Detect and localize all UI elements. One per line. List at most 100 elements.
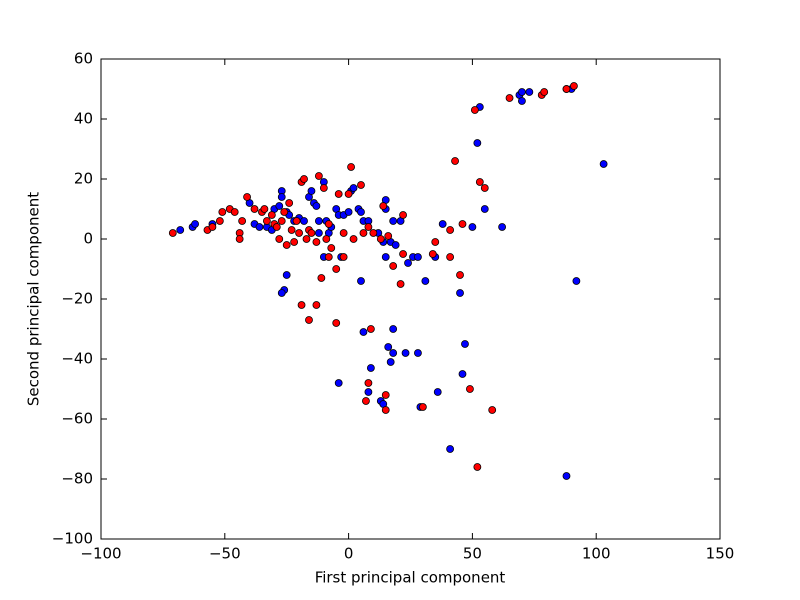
y-tick-label: 60 (74, 50, 93, 68)
x-axis-label: First principal component (315, 569, 506, 587)
point (473, 139, 482, 147)
point (414, 253, 422, 261)
point (468, 223, 477, 231)
point (357, 181, 365, 189)
point (238, 217, 247, 225)
point (498, 223, 507, 231)
point (381, 391, 390, 399)
point (275, 202, 284, 210)
point (418, 403, 427, 411)
point (324, 253, 333, 261)
point (277, 289, 286, 297)
point (334, 379, 343, 387)
point (480, 205, 489, 213)
x-tick-label: 100 (582, 545, 611, 563)
y-tick-label: −60 (61, 410, 93, 428)
x-tick-label: −100 (80, 545, 121, 563)
point (446, 445, 455, 453)
point (438, 220, 447, 228)
point (480, 184, 489, 192)
point (399, 211, 407, 219)
x-tick-label: 150 (706, 545, 735, 563)
point (347, 163, 355, 171)
point (218, 208, 227, 216)
point (282, 271, 291, 279)
point (366, 325, 375, 333)
point (344, 190, 353, 198)
point (488, 406, 497, 414)
y-tick-label: −40 (61, 350, 93, 368)
point (324, 220, 333, 228)
point (250, 205, 259, 213)
point (562, 472, 571, 480)
point (208, 223, 217, 231)
point (404, 259, 412, 267)
point (384, 343, 393, 351)
point (473, 463, 482, 471)
point (307, 187, 316, 195)
point (168, 229, 177, 237)
point (458, 370, 467, 378)
point (300, 217, 308, 225)
point (255, 223, 264, 231)
x-tick-label: 50 (463, 545, 482, 563)
point (317, 274, 326, 282)
y-tick-label: 40 (74, 110, 93, 128)
point (235, 235, 244, 243)
point (344, 208, 353, 216)
point (366, 364, 375, 372)
point (275, 235, 284, 243)
point (381, 253, 390, 261)
point (359, 328, 368, 336)
point (364, 388, 373, 396)
point (421, 277, 430, 285)
y-tick-label: −80 (61, 470, 93, 488)
point (466, 385, 474, 393)
point (458, 220, 467, 228)
point (446, 226, 455, 234)
point (364, 379, 373, 387)
y-tick-label: −100 (52, 530, 93, 548)
point (349, 184, 358, 192)
point (339, 229, 348, 237)
point (518, 97, 526, 105)
point (384, 232, 393, 240)
y-tick-label: 20 (74, 170, 93, 188)
point (451, 157, 459, 165)
point (176, 226, 185, 234)
point (433, 388, 442, 396)
point (305, 316, 313, 324)
point (312, 202, 321, 210)
point (456, 289, 464, 297)
point (505, 94, 514, 102)
point (389, 349, 398, 357)
point (332, 265, 341, 273)
point (312, 301, 321, 309)
point (572, 277, 581, 285)
point (359, 229, 368, 237)
point (349, 235, 358, 243)
point (300, 175, 308, 183)
point (243, 193, 251, 201)
point (314, 229, 323, 237)
point (599, 160, 608, 168)
point (475, 178, 484, 186)
point (295, 229, 303, 237)
point (339, 253, 348, 261)
point (391, 241, 400, 249)
point (525, 88, 534, 96)
point (379, 202, 388, 210)
point (428, 250, 437, 258)
point (312, 238, 321, 246)
point (364, 223, 373, 231)
point (319, 184, 328, 192)
point (287, 226, 296, 234)
point (290, 238, 299, 246)
x-tick-label: −50 (209, 545, 241, 563)
point (267, 211, 276, 219)
y-tick-label: −20 (61, 290, 93, 308)
point (215, 217, 224, 225)
y-axis-label: Second principal component (25, 192, 43, 406)
point (260, 205, 269, 213)
